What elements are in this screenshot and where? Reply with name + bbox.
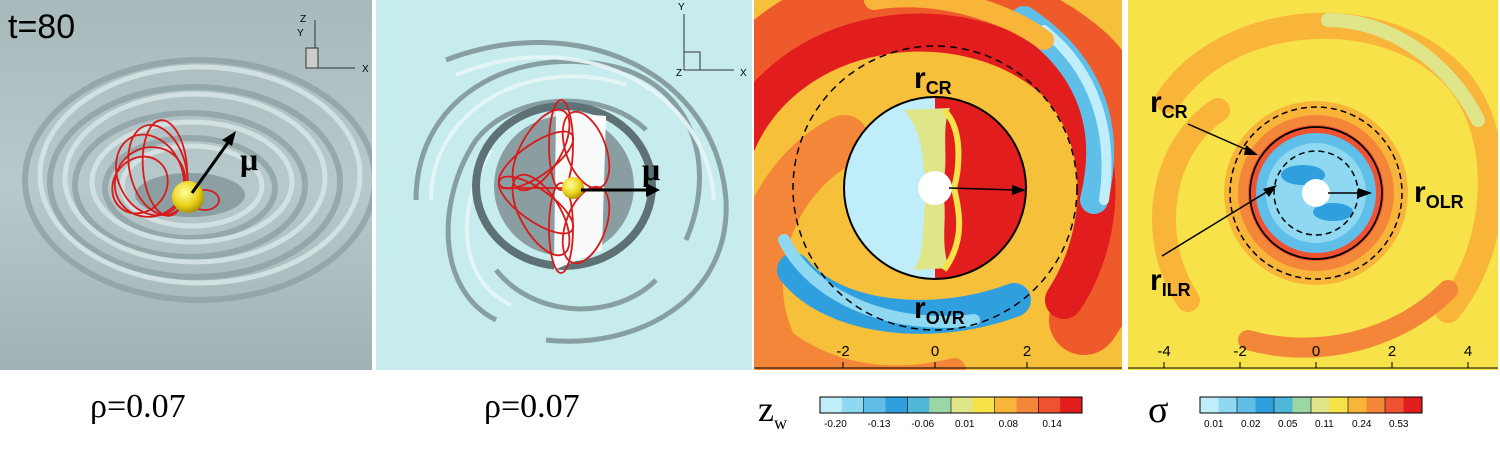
density-contour-map: rCR rILR rOLR -4 -2 0 2 4 (1128, 0, 1498, 370)
sigma-colorbar-tick-label: 0.05 (1278, 419, 1298, 430)
sigma-colorbar-swatch (1274, 397, 1293, 413)
zw-colorbar-tick-label: -0.06 (911, 419, 934, 430)
svg-text:Y: Y (678, 2, 685, 13)
p4-x-tick-label: 0 (1312, 343, 1320, 360)
p3-x-tick-label: -2 (836, 343, 849, 360)
sigma-colorbar-tick-label: 0.24 (1352, 419, 1372, 430)
mu-label: μ (642, 151, 660, 187)
zw-colorbar-tick-label: -0.20 (824, 419, 847, 430)
sigma-colorbar-swatch (1385, 397, 1404, 413)
zw-colorbar-swatch (1016, 397, 1039, 413)
zw-colorbar-swatch (863, 397, 886, 413)
axis-triad: Y Z X (676, 2, 747, 79)
p4-x-tick-label: 2 (1388, 343, 1396, 360)
sigma-colorbar-tick-label: 0.11 (1315, 419, 1334, 430)
disk-isosurface-side: μ t=80 Z Y X (0, 0, 372, 370)
svg-text:X: X (740, 68, 747, 79)
sigma-colorbar-swatch (1218, 397, 1238, 413)
zw-colorbar-tick-label: 0.14 (1042, 419, 1062, 430)
disk-isosurface-top: μ Y Z X (376, 0, 752, 370)
r-ilr-label: rILR (1150, 264, 1191, 300)
panel-density-contour: rCR rILR rOLR -4 -2 0 2 4 (1128, 0, 1500, 370)
svg-text:Y: Y (297, 28, 304, 39)
panel-3d-side-view: μ t=80 Z Y X (0, 0, 372, 370)
zw-colorbar-swatch (820, 397, 843, 413)
sigma-colorbar-swatch (1200, 397, 1219, 413)
p3-x-tick-label: 0 (931, 343, 939, 360)
zw-colorbar-tick-label: -0.13 (868, 419, 891, 430)
zw-colorbar-swatch (929, 397, 952, 413)
sigma-colorbar-swatch (1366, 397, 1386, 413)
sigma-symbol: σ (1148, 389, 1169, 431)
p4-x-tick-label: -4 (1157, 343, 1170, 360)
zw-colorbar: -0.20 -0.13 -0.06 0.01 0.08 0.14 (818, 396, 1088, 437)
r-olr-label: rOLR (1414, 176, 1464, 212)
sigma-colorbar-swatch (1255, 397, 1275, 413)
sigma-colorbar-tick-label: 0.53 (1389, 419, 1409, 430)
warp-contour-map: rCR rOVR -2 0 2 (754, 0, 1122, 370)
sigma-colorbar: 0.01 0.02 0.05 0.11 0.24 0.53 (1198, 396, 1428, 437)
zw-colorbar-swatch (885, 397, 908, 413)
zw-colorbar-swatch (951, 397, 974, 413)
magnetic-moment-arrow (190, 136, 234, 194)
p4-x-tick-label: 4 (1464, 343, 1472, 360)
star-sphere (172, 181, 204, 213)
mu-label: μ (240, 141, 258, 177)
sigma-colorbar-swatch (1348, 397, 1367, 413)
zw-colorbar-swatch (841, 397, 865, 413)
sigma-colorbar-swatch (1329, 397, 1349, 413)
panel-3d-top-view: μ Y Z X (376, 0, 752, 370)
svg-text:X: X (362, 64, 369, 75)
r-cr-label: rCR (1150, 86, 1188, 122)
zw-colorbar-swatch (972, 397, 996, 413)
zw-colorbar-swatch (1060, 397, 1083, 413)
zw-colorbar-swatch (1038, 397, 1061, 413)
sigma-colorbar-tick-label: 0.01 (1204, 419, 1224, 430)
field-lines (497, 99, 611, 274)
panel2-caption: ρ=0.07 (484, 388, 580, 425)
sigma-colorbar-swatch (1237, 397, 1256, 413)
p4-x-tick-label: -2 (1233, 343, 1246, 360)
r-cr-label: rCR (914, 62, 952, 98)
sigma-colorbar-tick-label: 0.02 (1241, 419, 1261, 430)
axis-triad: Z Y X (297, 14, 369, 75)
panel-warp-contour: rCR rOVR -2 0 2 (754, 0, 1124, 370)
zw-colorbar-tick-label: 0.08 (999, 419, 1019, 430)
r-ovr-label: rOVR (914, 292, 965, 328)
p3-x-tick-label: 2 (1023, 343, 1031, 360)
time-label: t=80 (8, 8, 75, 46)
sigma-colorbar-swatch (1311, 397, 1330, 413)
panel1-caption: ρ=0.07 (90, 388, 186, 425)
star-sphere (562, 177, 584, 199)
sigma-colorbar-swatch (1292, 397, 1312, 413)
sigma-colorbar-swatch (1403, 397, 1423, 413)
x-axis: -2 0 2 (754, 343, 1122, 369)
svg-text:Z: Z (676, 68, 682, 79)
x-axis: -4 -2 0 2 4 (1128, 343, 1498, 369)
zw-symbol: zw (758, 389, 787, 434)
svg-text:Z: Z (300, 14, 306, 25)
zw-colorbar-tick-label: 0.01 (955, 419, 975, 430)
zw-colorbar-swatch (994, 397, 1017, 413)
zw-colorbar-swatch (907, 397, 930, 413)
